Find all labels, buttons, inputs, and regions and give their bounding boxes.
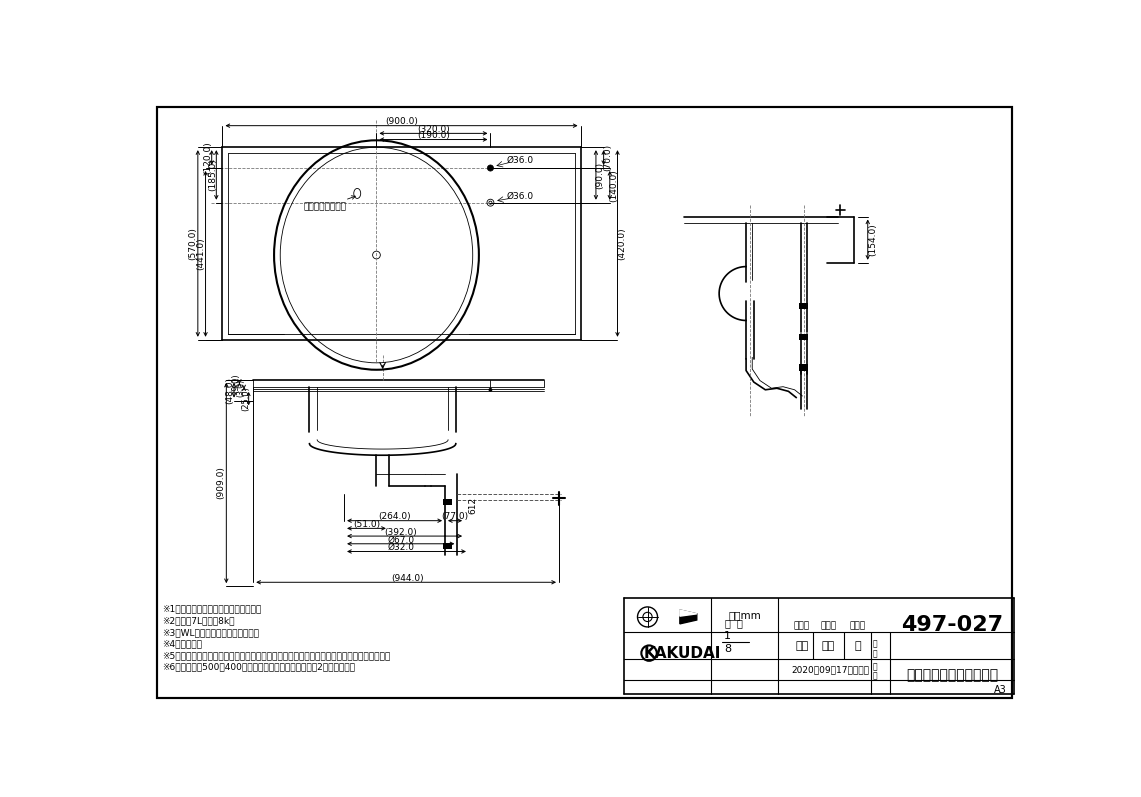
Text: ※4　壁掛専用: ※4 壁掛専用 <box>162 639 202 649</box>
Text: Ø36.0: Ø36.0 <box>507 156 533 165</box>
Text: (77.0): (77.0) <box>442 512 469 521</box>
Ellipse shape <box>488 388 493 391</box>
Text: (909.0): (909.0) <box>217 466 226 500</box>
Text: 497-027: 497-027 <box>901 614 1003 634</box>
Text: (392.0): (392.0) <box>385 528 418 536</box>
Text: ボウル一体型カウンター: ボウル一体型カウンター <box>906 668 998 682</box>
Text: 山田: 山田 <box>822 641 835 651</box>
Text: (900.0): (900.0) <box>385 117 418 126</box>
Ellipse shape <box>487 165 494 171</box>
Text: 単位mm: 単位mm <box>728 611 761 620</box>
Text: K: K <box>645 648 654 658</box>
Text: (570.0): (570.0) <box>188 227 197 260</box>
Text: 番: 番 <box>873 650 877 658</box>
Polygon shape <box>680 610 697 616</box>
Text: ※2　容量7L・質量8kｺ: ※2 容量7L・質量8kｺ <box>162 616 235 626</box>
Text: 度: 度 <box>737 618 743 628</box>
Text: Ø32.0: Ø32.0 <box>387 543 414 552</box>
Text: 品: 品 <box>873 639 877 649</box>
Text: 8: 8 <box>725 643 731 654</box>
Bar <box>799 334 809 340</box>
Text: (320.0): (320.0) <box>418 125 450 134</box>
Text: (190.0): (190.0) <box>416 132 450 140</box>
Text: 承　認: 承 認 <box>849 622 865 630</box>
Text: (9.0): (9.0) <box>232 374 240 393</box>
Polygon shape <box>680 610 697 624</box>
Text: オーバーフロー穴: オーバーフロー穴 <box>304 196 355 212</box>
Text: (90.0): (90.0) <box>596 161 605 189</box>
Text: 検　図: 検 図 <box>820 622 836 630</box>
Text: KAKUDAI: KAKUDAI <box>644 646 721 661</box>
Text: (120.0): (120.0) <box>203 141 212 174</box>
Text: (51.0): (51.0) <box>353 520 380 529</box>
Bar <box>799 303 809 309</box>
Bar <box>799 364 809 371</box>
Bar <box>443 543 452 549</box>
Text: (185.0): (185.0) <box>209 159 218 191</box>
Text: ※3　WL面にあてて施工すること。: ※3 WL面にあてて施工すること。 <box>162 628 259 637</box>
Text: (48.0): (48.0) <box>226 377 235 403</box>
Text: 尺: 尺 <box>725 618 730 628</box>
Text: A3: A3 <box>994 685 1006 695</box>
Text: (944.0): (944.0) <box>391 574 423 583</box>
Text: 製　図: 製 図 <box>794 622 810 630</box>
Text: (154.0): (154.0) <box>868 223 877 256</box>
Text: ※1　（　）内寸法は参考寸法である。: ※1 （ ）内寸法は参考寸法である。 <box>162 605 261 614</box>
Text: 2020年09月17日　作成: 2020年09月17日 作成 <box>792 665 869 674</box>
Text: Ø67.0: Ø67.0 <box>387 536 414 544</box>
Text: (264.0): (264.0) <box>379 512 411 521</box>
Text: 品: 品 <box>873 662 877 672</box>
Text: 祝: 祝 <box>853 641 860 651</box>
Text: ※5　製品取付下地は、製品の使用に十分耔えられるような構造、材質を準備してください。: ※5 製品取付下地は、製品の使用に十分耔えられるような構造、材質を準備してくださ… <box>162 651 390 660</box>
Text: Ø36.0: Ø36.0 <box>507 192 533 201</box>
Text: (140.0): (140.0) <box>609 169 618 202</box>
Text: (70.0): (70.0) <box>602 144 612 171</box>
Text: 1: 1 <box>725 631 731 641</box>
Text: 名: 名 <box>873 672 877 681</box>
Text: 黒崎: 黒崎 <box>795 641 809 651</box>
Text: 612: 612 <box>468 497 477 514</box>
Text: (441.0): (441.0) <box>196 238 205 270</box>
Bar <box>443 499 452 505</box>
Text: (3.0): (3.0) <box>236 379 245 397</box>
Text: (420.0): (420.0) <box>617 227 625 260</box>
Text: (25.0): (25.0) <box>241 386 250 410</box>
Text: ※6　別途奶行500・400ミリカウンター用ブラケットが2本必要です。: ※6 別途奶行500・400ミリカウンター用ブラケットが2本必要です。 <box>162 662 355 672</box>
